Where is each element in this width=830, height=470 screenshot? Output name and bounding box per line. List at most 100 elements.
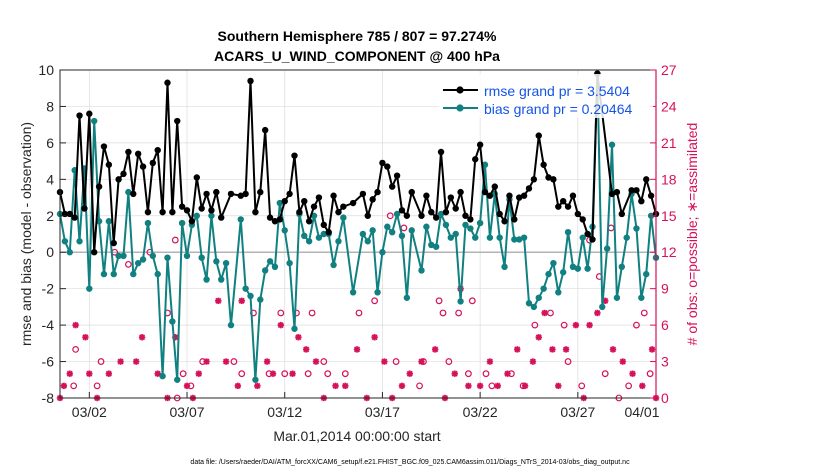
obs-assimilated-marker	[183, 382, 191, 390]
obs-asterisk-stroke	[264, 358, 271, 365]
obs-assimilated-marker	[529, 358, 537, 365]
rmse-point	[110, 239, 117, 247]
left-axis: -8 -6 -4 -2 0 2 4 6 8 10	[38, 62, 66, 406]
obs-possible-marker	[439, 309, 447, 317]
obs-asterisk-stroke	[215, 297, 222, 304]
left-tick-label: -8	[42, 390, 55, 406]
obs-assimilated-marker	[195, 370, 202, 377]
obs-assimilated-marker	[535, 334, 542, 341]
bias-point	[555, 289, 562, 296]
rmse-point	[462, 212, 469, 219]
rmse-series	[56, 70, 660, 256]
rmse-point	[139, 163, 147, 170]
bias-point	[623, 234, 630, 241]
obs-asterisk-stroke	[529, 358, 536, 365]
obs-assimilated-marker	[295, 334, 302, 341]
rmse-point	[276, 216, 284, 223]
bias-point	[359, 230, 367, 238]
obs-assimilated-marker	[254, 382, 261, 390]
left-tick-label: -4	[42, 317, 55, 333]
bias-point	[315, 234, 323, 241]
x-tick-label: 04/01	[624, 404, 659, 420]
obs-asterisk-stroke	[619, 358, 626, 365]
rmse-point	[442, 208, 450, 216]
rmse-point	[105, 161, 113, 168]
obs-asterisk-stroke	[629, 370, 636, 377]
rmse-point	[486, 192, 494, 199]
bias-point	[467, 225, 474, 232]
obs-assimilated-marker	[381, 358, 388, 365]
bias-point	[144, 219, 152, 227]
obs-asterisk-stroke	[594, 309, 601, 316]
bias-point	[271, 263, 279, 270]
rmse-point	[261, 126, 269, 134]
bias-point	[154, 270, 161, 278]
x-tick-label: 03/12	[267, 404, 302, 420]
rmse-point	[149, 159, 157, 167]
bias-point	[486, 234, 494, 241]
obs-assimilated-marker	[66, 370, 73, 377]
right-tick-label: 0	[661, 390, 669, 406]
rmse-point	[281, 198, 288, 205]
obs-assimilated-marker	[277, 321, 285, 329]
bias-point	[247, 292, 254, 300]
bias-point	[423, 223, 430, 230]
bias-point	[496, 234, 503, 241]
bias-point	[335, 238, 342, 245]
rmse-point	[384, 163, 391, 170]
obs-assimilated-marker	[72, 321, 79, 329]
obs-asterisk-stroke	[234, 382, 241, 389]
bias-point	[130, 270, 137, 278]
bias-point	[393, 210, 401, 218]
bias-point	[222, 259, 230, 267]
rmse-point	[369, 196, 376, 203]
obs-asterisk-stroke	[269, 370, 277, 377]
obs-assimilated-marker	[594, 309, 601, 317]
obs-asterisk-stroke	[494, 382, 501, 389]
obs-asterisk-stroke	[295, 334, 302, 341]
y-axis-label-left: rmse and bias (model - observation)	[18, 122, 34, 346]
obs-asterisk-stroke	[451, 370, 458, 377]
rmse-point	[169, 208, 176, 216]
bias-point	[169, 318, 176, 325]
obs-possible-marker	[304, 370, 312, 378]
rmse-point	[208, 207, 215, 214]
bias-point	[125, 188, 132, 196]
x-tick-label: 03/27	[560, 404, 595, 420]
bias-point	[261, 267, 269, 274]
bias-point	[398, 232, 406, 240]
bias-point	[364, 238, 371, 245]
obs-possible-marker	[124, 260, 132, 268]
bias-point	[638, 294, 645, 301]
left-tick-label: 10	[38, 62, 54, 78]
obs-assimilated-marker	[215, 297, 222, 305]
obs-asterisk-stroke	[312, 358, 320, 365]
bias-point	[447, 234, 455, 241]
data-file-footer: data file: /Users/raeder/DAI/ATM_forcXX/…	[190, 459, 630, 466]
right-tick-label: 21	[661, 135, 677, 151]
rmse-point	[525, 185, 533, 192]
obs-asterisk-stroke	[289, 370, 296, 377]
obs-asterisk-stroke	[277, 322, 284, 329]
rmse-point	[618, 210, 626, 218]
rmse-point	[408, 188, 415, 196]
rmse-point	[301, 198, 308, 205]
rmse-point	[647, 192, 655, 199]
left-tick-label: 8	[46, 98, 54, 114]
bias-point	[403, 294, 411, 301]
obs-asterisk-stroke	[398, 382, 406, 389]
rmse-point	[559, 198, 567, 205]
rmse-point	[296, 208, 303, 216]
obs-assimilated-marker	[648, 346, 656, 353]
bias-point	[174, 376, 181, 383]
right-tick-label: 24	[661, 98, 677, 114]
obs-assimilated-marker	[222, 358, 230, 365]
rmse-point	[325, 228, 332, 236]
bias-point	[86, 285, 93, 292]
legend: rmse grand pr = 3.5404 bias grand pr = 0…	[439, 74, 653, 118]
x-tick-label: 03/17	[365, 404, 400, 420]
obs-asterisk-stroke	[586, 322, 593, 329]
obs-asterisk-stroke	[371, 334, 378, 341]
obs-asterisk-stroke	[353, 346, 361, 353]
